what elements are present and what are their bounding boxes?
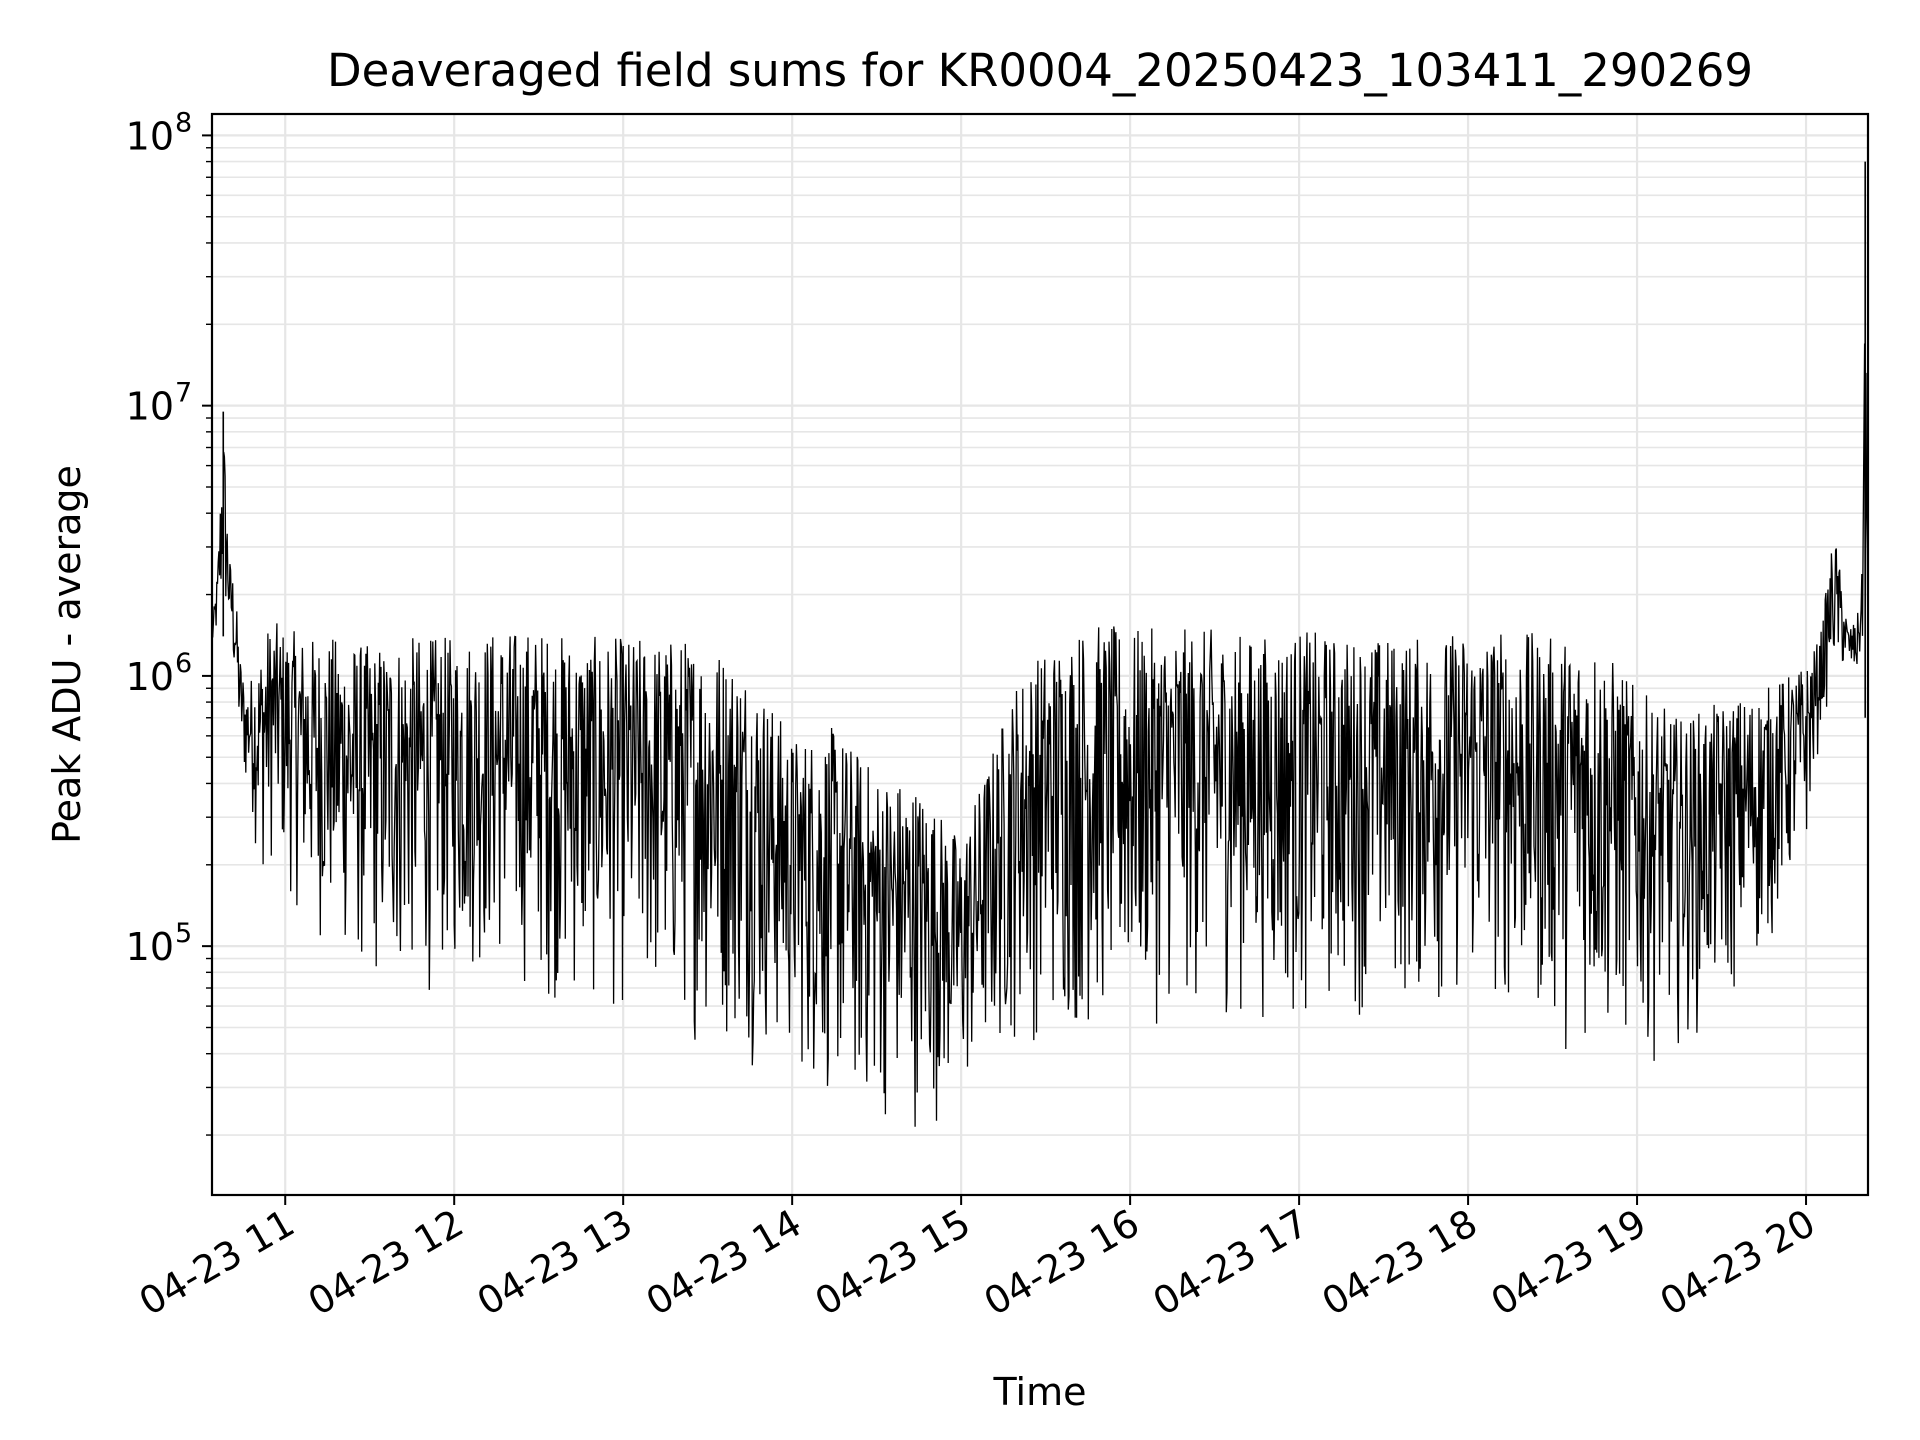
y-tick-exponent: 7 [175, 378, 192, 409]
x-axis-label: Time [993, 1370, 1087, 1414]
chart-title: Deaveraged field sums for KR0004_2025042… [327, 44, 1753, 97]
plot-area-frame [210, 112, 1870, 1197]
y-tick-label: 10 [126, 655, 174, 699]
y-tick-exponent: 5 [175, 918, 192, 949]
y-tick-label: 10 [126, 925, 174, 969]
y-tick-exponent: 8 [175, 107, 192, 138]
y-tick-label: 10 [126, 114, 174, 158]
y-tick-exponent: 6 [175, 648, 192, 679]
y-axis-label: Peak ADU - average [45, 465, 89, 844]
y-tick-label: 10 [126, 385, 174, 429]
series-line [211, 343, 1869, 1127]
data-series [211, 161, 1869, 1127]
